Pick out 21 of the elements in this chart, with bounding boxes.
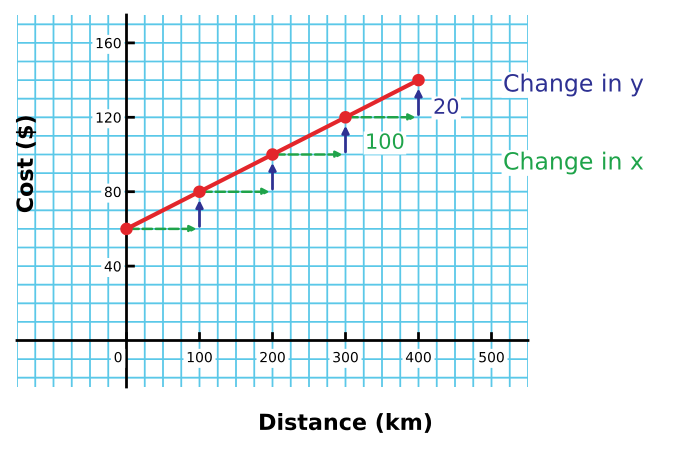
x-tick-label: 200 [260,352,285,362]
x-axis-title: Distance (km) [260,413,432,433]
x-tick-label: 100 [188,352,212,362]
y-axis-title: Cost ($) [16,116,36,212]
y-tick-label: 120 [96,112,121,123]
point [339,111,352,124]
annotation: Change in y [504,74,644,96]
point [193,185,206,198]
y-tick-label: 160 [96,38,121,48]
x-tick-label: 400 [406,352,431,362]
annotation: Change in x [504,152,644,174]
x-tick-label: 500 [479,352,504,362]
point [120,222,133,236]
x-tick-label: 0 [114,352,122,362]
point [266,148,279,161]
annotation: 20 [434,98,458,114]
x-tick-label: 300 [333,352,358,362]
annotation: 100 [367,133,404,150]
point [412,74,425,86]
y-tick-label: 80 [104,186,121,198]
y-tick-label: 40 [104,261,121,272]
